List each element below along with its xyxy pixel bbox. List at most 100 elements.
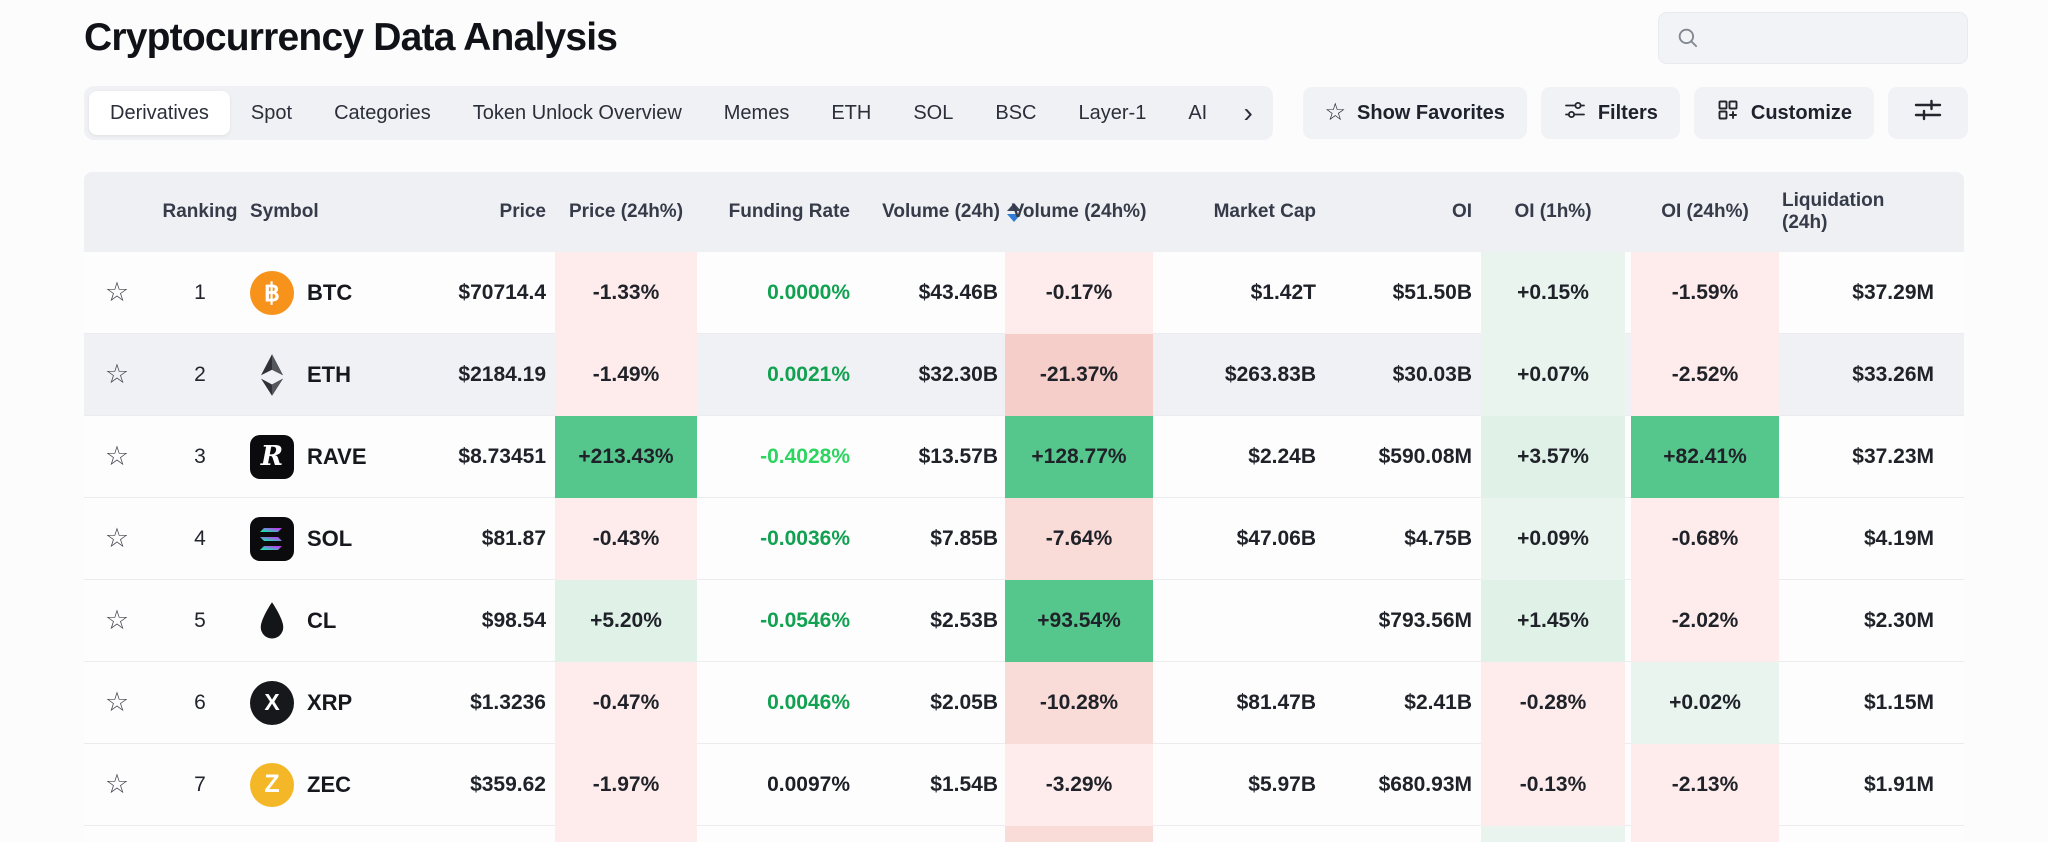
funding-rate-value: -0.0546%	[760, 608, 850, 632]
table-row[interactable]: ☆ 7 Z ZEC $359.62 -1.97% 0.0097% $1.54B …	[84, 744, 1964, 826]
tab-label: AI	[1188, 101, 1208, 124]
oi-1h-value: +0.09%	[1517, 527, 1589, 550]
oi-24h-value: -2.13%	[1671, 773, 1739, 796]
tab-sol[interactable]: SOL	[892, 91, 974, 135]
volume-24h-pct-cell: -0.17%	[1002, 252, 1156, 334]
header-funding-rate[interactable]: Funding Rate	[728, 201, 850, 222]
tab-memes[interactable]: Memes	[703, 91, 811, 135]
table-row[interactable]: ☆ 2 ETH $2184.19 -1.49% 0.0021% $32.30B …	[84, 334, 1964, 416]
volume-24h-pct-cell: -10.28%	[1002, 662, 1156, 744]
oi-24h-value: -0.68%	[1671, 527, 1739, 550]
table-row[interactable]: ☆ 6 X XRP $1.3236 -0.47% 0.0046% $2.05B …	[84, 662, 1964, 744]
table-row[interactable]: ☆ 5 CL $98.54 +5.20% -0.0546% $2.53B +93…	[84, 580, 1964, 662]
coin-icon: ฿	[250, 270, 294, 315]
volume-24h-pct-value: -3.29%	[1045, 773, 1113, 796]
market-cap-cell	[1156, 580, 1322, 661]
tab-token-unlock-overview[interactable]: Token Unlock Overview	[452, 91, 703, 135]
tab-derivatives[interactable]: Derivatives	[89, 91, 230, 135]
header-oi-24h[interactable]: OI (24h%)	[1661, 201, 1749, 222]
tabs-more-button[interactable]: ›	[1243, 97, 1253, 128]
table-row[interactable]: ☆ 1 ฿ BTC $70714.4 -1.33% 0.0000% $43.46…	[84, 252, 1964, 334]
symbol-cell: X XRP	[250, 662, 420, 743]
table-row[interactable]: ☆ 3 R RAVE $8.73451 +213.43% -0.4028% $1…	[84, 416, 1964, 498]
volume-24h-pct-cell: -7.64%	[1002, 498, 1156, 580]
tab-layer-1[interactable]: Layer-1	[1058, 91, 1168, 135]
sort-icon[interactable]	[1007, 202, 1021, 222]
tab-eth[interactable]: ETH	[810, 91, 892, 135]
tab-ai[interactable]: AI	[1167, 91, 1228, 135]
oi-1h-value: +0.07%	[1517, 363, 1589, 386]
toolbar-actions: ☆ Show Favorites Filters	[1302, 87, 1968, 139]
header-price[interactable]: Price	[499, 201, 546, 222]
market-cap-cell	[1156, 826, 1322, 842]
tab-label: Token Unlock Overview	[472, 101, 682, 124]
favorite-star-icon[interactable]: ☆	[104, 277, 130, 307]
coin-symbol: XRP	[307, 689, 353, 715]
tab-label: SOL	[913, 101, 954, 124]
header-liquidation-24h[interactable]: Liquidation (24h)	[1782, 190, 1885, 233]
funding-rate-value: -0.4028%	[760, 444, 850, 468]
volume-24h-pct-cell: +128.77%	[1002, 416, 1156, 498]
market-cap-cell: $81.47B	[1236, 690, 1316, 714]
price-24h-value: -1.33%	[592, 281, 660, 304]
oi-cell: $51.50B	[1392, 280, 1472, 304]
header-favorite	[84, 172, 150, 252]
oi-24h-value: -2.02%	[1671, 609, 1739, 632]
tab-categories[interactable]: Categories	[313, 91, 452, 135]
favorite-cell	[84, 826, 150, 842]
header-market-cap[interactable]: Market Cap	[1213, 201, 1316, 222]
volume-24h-pct-value: -10.28%	[1039, 691, 1119, 714]
volume-24h-cell: $2.53B	[930, 608, 998, 632]
coin-icon: R	[250, 434, 294, 479]
coin-icon	[250, 599, 294, 643]
tab-spot[interactable]: Spot	[230, 91, 313, 135]
favorite-cell: ☆	[84, 744, 150, 825]
header-ranking[interactable]: Ranking	[162, 201, 238, 222]
table-row[interactable]: ☆ 4 SOL $81.87 -0.43% -0.0036% $7.85B -7…	[84, 498, 1964, 580]
header-symbol[interactable]: Symbol	[250, 201, 319, 222]
header-oi[interactable]: OI	[1451, 201, 1472, 222]
filters-icon	[1563, 98, 1587, 128]
toolbar: Derivatives Spot Categories Token Unlock Ov…	[84, 86, 1968, 140]
price-24h-cell: -1.97%	[552, 744, 700, 826]
column-settings-button[interactable]	[1888, 87, 1968, 139]
customize-button[interactable]: Customize	[1693, 87, 1874, 139]
tab-label: BSC	[995, 101, 1037, 124]
volume-24h-cell: $2.05B	[930, 690, 998, 714]
favorite-star-icon[interactable]: ☆	[104, 687, 130, 717]
show-favorites-button[interactable]: ☆ Show Favorites	[1302, 87, 1527, 139]
customize-grid-icon	[1716, 98, 1740, 128]
header-volume-24h-pct[interactable]: Volume (24h%)	[1011, 201, 1147, 222]
oi-cell: $680.93M	[1378, 772, 1472, 796]
tab-bsc[interactable]: BSC	[974, 91, 1057, 135]
volume-24h-pct-value: -7.64%	[1045, 527, 1113, 550]
rank-cell: 6	[150, 662, 250, 743]
header-volume-24h[interactable]: Volume (24h)	[858, 172, 1021, 252]
favorite-star-icon[interactable]: ☆	[104, 523, 130, 553]
price-24h-value: -1.97%	[592, 773, 660, 796]
favorite-star-icon[interactable]: ☆	[104, 605, 130, 635]
search-input[interactable]	[1658, 12, 1968, 64]
price-cell: $1.3236	[470, 690, 546, 714]
volume-24h-pct-value: -21.37%	[1039, 363, 1119, 386]
table-row[interactable]	[84, 826, 1964, 842]
coin-symbol: SOL	[307, 525, 353, 551]
price-24h-cell: +5.20%	[552, 580, 700, 662]
favorite-star-icon[interactable]: ☆	[104, 441, 130, 471]
funding-rate-cell: 0.0046%	[700, 662, 858, 743]
symbol-cell: CL	[250, 580, 420, 661]
price-24h-value: +213.43%	[578, 445, 674, 468]
volume-24h-pct-value: +93.54%	[1037, 609, 1121, 632]
favorite-star-icon[interactable]: ☆	[104, 769, 130, 799]
header-price-24h[interactable]: Price (24h%)	[568, 201, 684, 222]
oi-24h-value: -2.52%	[1671, 363, 1739, 386]
show-favorites-label: Show Favorites	[1357, 101, 1505, 124]
oi-1h-cell: +0.07%	[1478, 334, 1628, 416]
rank-cell: 4	[150, 498, 250, 579]
coin-icon	[250, 516, 294, 561]
header-oi-1h[interactable]: OI (1h%)	[1514, 201, 1592, 222]
price-24h-cell: +213.43%	[552, 416, 700, 498]
favorite-star-icon[interactable]: ☆	[104, 359, 130, 389]
crypto-table: Ranking Symbol Price Price (24h%) Fundin…	[84, 172, 1964, 842]
filters-button[interactable]: Filters	[1540, 87, 1680, 139]
